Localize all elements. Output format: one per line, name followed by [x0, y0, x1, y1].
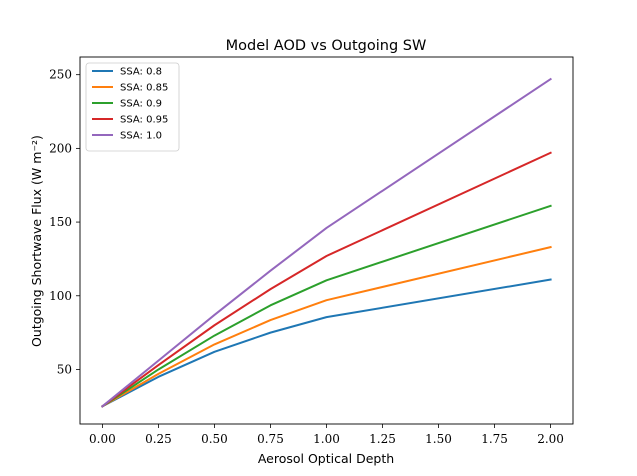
legend-box	[85, 62, 180, 152]
x-tick-label: 1.75	[481, 432, 508, 446]
y-tick-label: 50	[57, 362, 72, 376]
legend-label: SSA: 1.0	[120, 131, 162, 142]
series-line-4	[101, 77, 552, 408]
legend-label: SSA: 0.9	[120, 99, 162, 110]
series-line-2	[101, 204, 552, 408]
legend: SSA: 0.8 SSA: 0.85 SSA: 0.9 SSA: 0.95 SSA: 1…	[85, 62, 180, 152]
y-tick-label: 250	[49, 68, 72, 82]
legend-label: SSA: 0.95	[120, 115, 168, 126]
x-tick-label: 1.50	[425, 432, 452, 446]
y-tick-label: 100	[49, 289, 72, 303]
x-tick-label: 0.00	[89, 432, 116, 446]
x-tick-label: 0.25	[145, 432, 172, 446]
y-tick-label: 200	[49, 141, 72, 155]
x-tick-label: 0.75	[257, 432, 284, 446]
x-tick-label: 2.00	[537, 432, 564, 446]
x-tick-label: 1.25	[369, 432, 396, 446]
x-tick-label: 0.50	[201, 432, 228, 446]
series-line-3	[101, 151, 552, 408]
axes-frame	[79, 56, 574, 425]
y-axis-label: Outgoing Shortwave Flux (W m⁻²)	[29, 135, 44, 347]
chart-title: Model AOD vs Outgoing SW	[226, 38, 427, 54]
x-tick-label: 1.00	[313, 432, 340, 446]
series-line-1	[101, 245, 552, 408]
y-tick-label: 150	[49, 215, 72, 229]
series-line-0	[101, 278, 552, 408]
legend-label: SSA: 0.8	[120, 67, 162, 78]
legend-label: SSA: 0.85	[120, 83, 168, 94]
x-axis-label: Aerosol Optical Depth	[258, 451, 394, 466]
plot-area: 0.00 0.25 0.50 0.75 1.00 1.25 1.50 1.75 2.00 50 10…	[49, 56, 574, 446]
